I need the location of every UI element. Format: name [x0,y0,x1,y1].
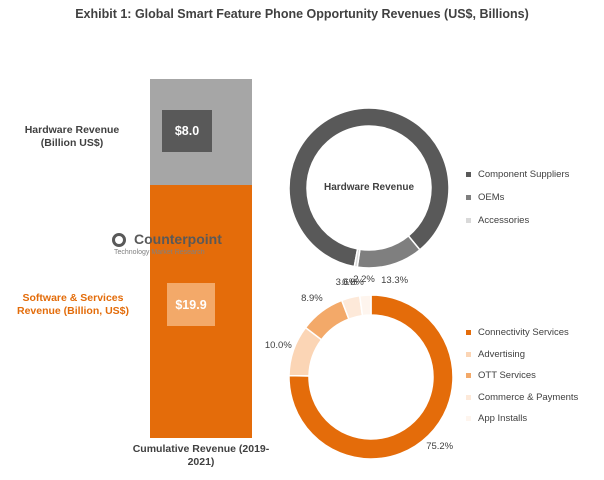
hw-slice-0 [288,107,450,268]
x-axis-label: Cumulative Revenue (2019-2021) [132,443,270,468]
watermark-tagline: Technology Market Research [114,249,205,256]
sw-slice-0 [288,294,454,460]
counterpoint-logo-icon [112,233,126,247]
hardware-value-label: $8.0 [162,110,212,152]
watermark-name: Counterpoint [134,231,222,247]
hw-slice-1 [356,234,421,269]
software-value-label: $19.9 [167,283,215,326]
sw-slice-4 [358,294,372,317]
chart-title: Exhibit 1: Global Smart Feature Phone Op… [75,7,529,21]
counterpoint-watermark: Counterpoint Technology Market Research [112,231,252,262]
hw-slice-2 [353,248,361,268]
software-revenue-label: Software & Services Revenue (Billion, US… [16,292,130,317]
hardware-revenue-label: Hardware Revenue (Billion US$) [24,124,120,149]
